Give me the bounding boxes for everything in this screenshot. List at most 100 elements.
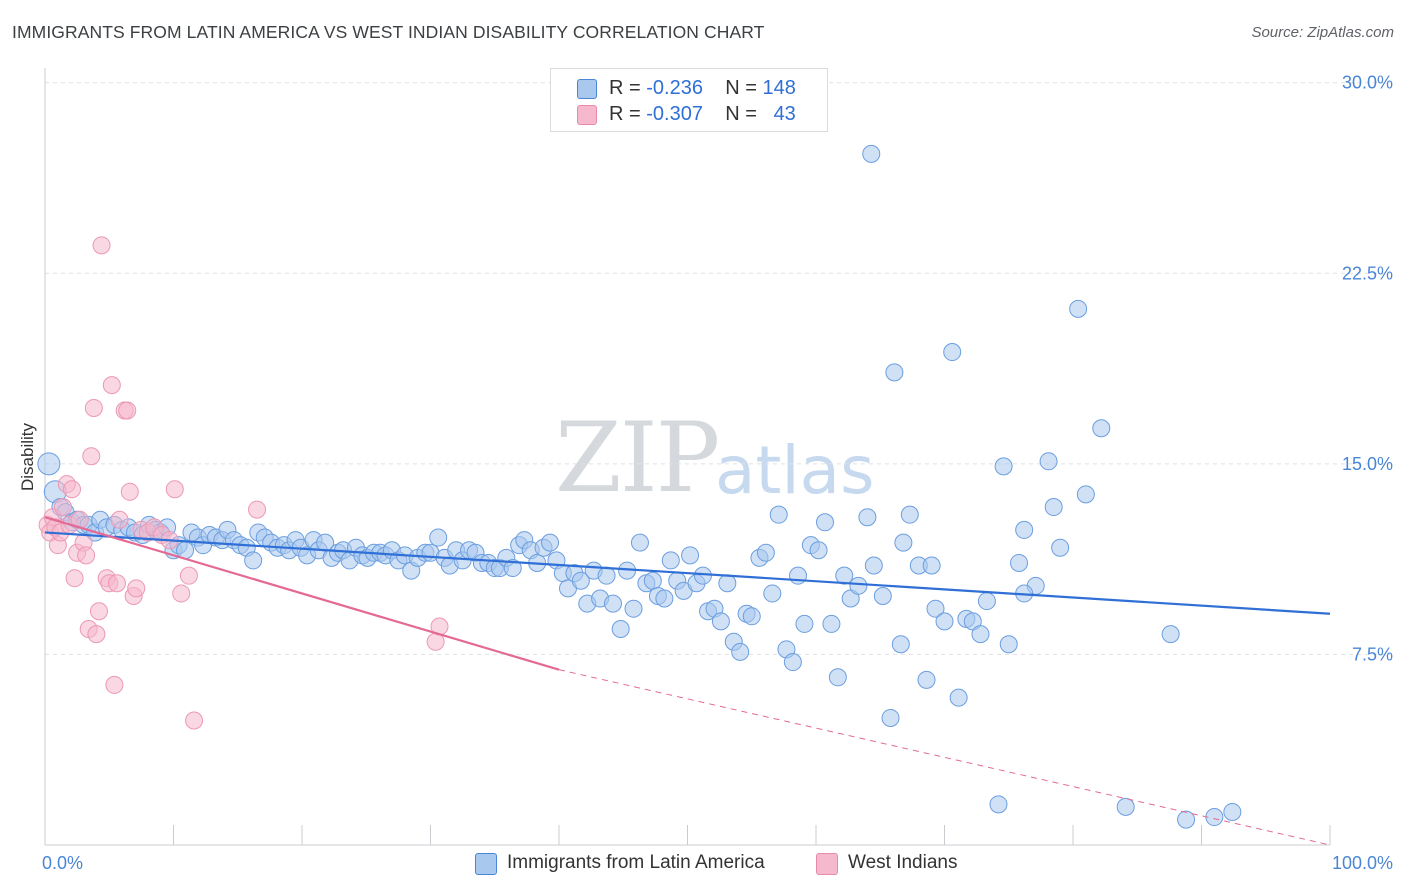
point-latin-america — [643, 571, 662, 590]
axis-labels: 7.5% 15.0% 22.5% 30.0% 0.0% 100.0% Disability — [18, 73, 1393, 873]
point-west-indians — [248, 500, 267, 519]
y-tick-label: 7.5% — [1352, 644, 1393, 664]
point-latin-america — [926, 599, 945, 618]
point-latin-america — [763, 584, 782, 603]
point-west-indians — [107, 574, 126, 593]
point-latin-america — [891, 635, 910, 654]
point-latin-america — [864, 556, 883, 575]
bottom-legend-label-pink: West Indians — [848, 852, 958, 873]
point-latin-america — [1044, 498, 1063, 517]
point-latin-america — [809, 541, 828, 560]
point-latin-america — [1223, 802, 1242, 821]
point-latin-america — [858, 508, 877, 527]
x-tick-label-max: 100.0% — [1332, 853, 1393, 873]
point-latin-america — [1116, 797, 1135, 816]
point-west-indians — [105, 675, 124, 694]
y-tick-label: 22.5% — [1342, 263, 1393, 283]
point-latin-america — [917, 670, 936, 689]
point-latin-america — [655, 589, 674, 608]
series-west-indians — [38, 236, 449, 730]
trend-lines — [44, 516, 1331, 846]
series-latin-america — [37, 144, 1242, 829]
point-west-indians — [77, 546, 96, 565]
grid-lines — [45, 82, 1390, 655]
point-latin-america — [849, 576, 868, 595]
point-latin-america — [37, 452, 61, 476]
point-latin-america — [1177, 810, 1196, 829]
point-latin-america — [603, 594, 622, 613]
point-latin-america — [885, 363, 904, 382]
axes — [44, 68, 1331, 846]
point-latin-america — [795, 614, 814, 633]
point-latin-america — [783, 653, 802, 672]
watermark-zip: ZIP — [555, 402, 720, 514]
point-latin-america — [873, 586, 892, 605]
point-latin-america — [244, 551, 263, 570]
point-latin-america — [630, 533, 649, 552]
point-latin-america — [835, 566, 854, 585]
point-latin-america — [1076, 485, 1095, 504]
legend-n-value: 148 — [762, 77, 796, 99]
point-latin-america — [922, 556, 941, 575]
point-west-indians — [185, 711, 204, 730]
point-latin-america — [718, 574, 737, 593]
point-latin-america — [756, 543, 775, 562]
point-west-indians — [172, 584, 191, 603]
point-west-indians — [82, 447, 101, 466]
point-latin-america — [742, 607, 761, 626]
legend-r-label: R = — [609, 77, 641, 99]
point-latin-america — [769, 505, 788, 524]
point-latin-america — [1039, 452, 1058, 471]
point-latin-america — [789, 566, 808, 585]
watermark-atlas: atlas — [715, 432, 875, 509]
legend-swatch-pink — [577, 105, 597, 125]
point-latin-america — [1161, 625, 1180, 644]
y-axis-title: Disability — [18, 422, 37, 491]
point-latin-america — [1069, 299, 1088, 318]
point-west-indians — [120, 482, 139, 501]
point-latin-america — [994, 457, 1013, 476]
point-latin-america — [862, 144, 881, 163]
point-latin-america — [949, 688, 968, 707]
point-west-indians — [102, 376, 121, 395]
legend-text-blue: R = -0.236 N = 148 — [609, 77, 796, 100]
legend-swatch-blue — [577, 79, 597, 99]
point-west-indians — [65, 569, 84, 588]
legend-r-value: -0.236 — [646, 77, 703, 99]
trend-line-west-indians — [44, 516, 560, 671]
trend-line-latin-america — [44, 531, 1331, 615]
point-latin-america — [597, 566, 616, 585]
point-latin-america — [681, 546, 700, 565]
point-latin-america — [1051, 538, 1070, 557]
point-west-indians — [92, 236, 111, 255]
point-west-indians — [89, 602, 108, 621]
point-west-indians — [110, 510, 129, 529]
bottom-legend-swatch-pink — [816, 853, 838, 875]
legend-n-value: 43 — [773, 103, 796, 125]
point-latin-america — [989, 795, 1008, 814]
point-west-indians — [62, 480, 81, 499]
legend-text-pink: R = -0.307 N = 43 — [609, 103, 796, 126]
x-tick-label-min: 0.0% — [42, 853, 83, 873]
chart-source: Source: ZipAtlas.com — [1251, 24, 1394, 41]
point-west-indians — [127, 579, 146, 598]
point-latin-america — [943, 343, 962, 362]
point-latin-america — [693, 566, 712, 585]
point-latin-america — [815, 513, 834, 532]
trend-line-west-indians-extension — [558, 669, 1331, 846]
legend-box: R = -0.236 N = 148 R = -0.307 N = 43 — [550, 68, 828, 132]
point-latin-america — [900, 505, 919, 524]
point-west-indians — [84, 398, 103, 417]
bottom-legend-label-blue: Immigrants from Latin America — [507, 852, 765, 873]
point-west-indians — [118, 401, 137, 420]
point-latin-america — [541, 533, 560, 552]
point-latin-america — [971, 625, 990, 644]
y-tick-label: 30.0% — [1342, 73, 1393, 93]
point-latin-america — [1015, 520, 1034, 539]
point-latin-america — [429, 528, 448, 547]
point-latin-america — [894, 533, 913, 552]
point-latin-america — [881, 708, 900, 727]
chart-title: IMMIGRANTS FROM LATIN AMERICA VS WEST IN… — [12, 22, 765, 42]
point-latin-america — [731, 642, 750, 661]
